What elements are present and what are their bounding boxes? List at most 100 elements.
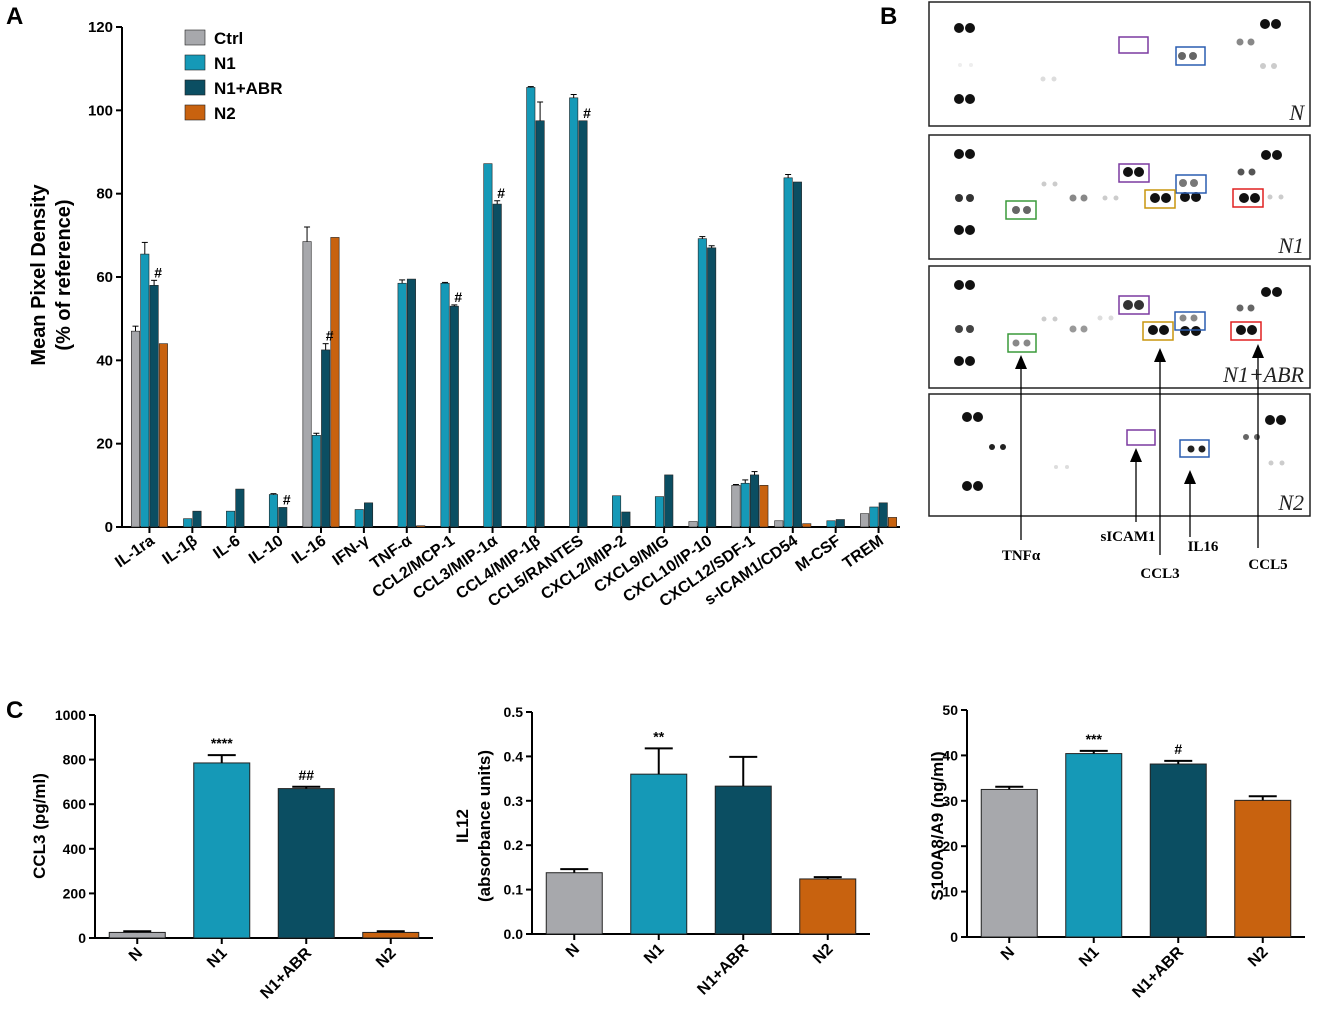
x-category-label-chartC2: N2 (810, 941, 837, 968)
blot-marker-il16 (1174, 311, 1206, 331)
bar-a-ctrl (860, 513, 870, 528)
blot-spot (1236, 304, 1244, 312)
bar-a-n1abr (535, 120, 545, 528)
blot-spot (1012, 339, 1020, 347)
bar-a-n1 (440, 282, 450, 528)
y-tick-label-chartC3: 30 (942, 793, 958, 809)
blot-spot (1040, 76, 1046, 82)
panel-label-a: A (6, 3, 23, 30)
bar-chartC2-n2 (799, 878, 857, 935)
y-tick-label-chartC2: 0.0 (504, 926, 524, 942)
chart-c-il12: IL12 (absorbance units) 0.0 0.1 0.2 0.3 0.4 0… (453, 704, 870, 998)
bar-a-n1abr (235, 488, 245, 528)
bar-a-n1 (612, 495, 622, 528)
bar-a-n1 (654, 496, 664, 528)
x-category-label-a: IL-10 (246, 532, 286, 567)
blot-spot (1052, 181, 1058, 187)
bar-chartC3-n1 (1065, 753, 1123, 938)
blot-marker-ccl3 (1142, 321, 1174, 341)
blot-spot (1023, 339, 1031, 347)
blot-spot (1178, 52, 1186, 60)
blot-marker-ccl3 (1144, 189, 1176, 209)
x-category-label-chartC1: N2 (373, 945, 400, 972)
blot-spot (1189, 52, 1197, 60)
bar-a-n1 (826, 520, 836, 528)
bar-chartC2-n1abr (714, 785, 772, 935)
blot-arrow-head (1154, 348, 1166, 362)
y-tick-label-a: 80 (96, 186, 113, 203)
y-tick-label-a: 120 (88, 19, 113, 36)
blot-spot (1052, 316, 1058, 322)
significance-mark-chartC2: ** (653, 728, 664, 744)
chart-c-s100a8a9: S100A8/A9 (ng/ml) 0 10 20 30 40 50 N *** N1 # N1+A… (928, 702, 1305, 1001)
significance-mark-a: # (454, 289, 462, 305)
bar-a-ctrl (731, 485, 741, 528)
bar-chartC3-n1abr (1149, 763, 1207, 938)
blot-panel-label: N2 (1277, 490, 1304, 515)
blot-panel-n1abr (928, 265, 1311, 389)
blot-spot (1134, 300, 1144, 310)
blot-spot (1187, 445, 1195, 453)
significance-mark-a: # (326, 328, 334, 344)
x-category-label-a: IL-1β (160, 532, 201, 568)
bar-chartC1-n (108, 931, 166, 939)
y-axis-label-c2-line1: IL12 (453, 809, 472, 843)
blot-spot (1272, 287, 1282, 297)
bar-a-n1abr (364, 502, 374, 528)
bar-a-ctrl (130, 330, 140, 528)
bar-a-n1abr (707, 247, 717, 528)
x-category-label-chartC1: N (126, 945, 146, 965)
y-tick-label-chartC1: 200 (63, 885, 87, 901)
blot-spot (1247, 304, 1255, 312)
blot-spot (1236, 38, 1244, 46)
significance-mark-chartC3: # (1174, 741, 1182, 757)
bar-chartC1-n2 (362, 931, 420, 939)
blot-spot (965, 94, 975, 104)
blot-spot (1159, 325, 1169, 335)
blot-arrow-label: IL16 (1188, 539, 1219, 555)
bar-a-ctrl (302, 241, 312, 528)
panel-label-c: C (6, 697, 23, 724)
blot-spot (954, 94, 964, 104)
blot-spot (965, 23, 975, 33)
blot-spot (1012, 206, 1020, 214)
bar-a-n2 (330, 237, 340, 528)
y-tick-label-chartC2: 0.3 (504, 793, 524, 809)
blot-marker-tnfa (1005, 200, 1037, 220)
blot-spot (1261, 287, 1271, 297)
blot-panel-n (928, 1, 1311, 127)
blot-spot (1268, 460, 1274, 466)
chart-c-ccl3: CCL3 (pg/ml) 0 200 400 600 800 1000 N **** N1 ## N… (30, 707, 433, 1002)
blot-spot (1260, 19, 1270, 29)
y-tick-label-chartC1: 0 (78, 930, 86, 946)
y-tick-label-a: 40 (96, 352, 113, 369)
blot-spot (1023, 206, 1031, 214)
bar-a-n1abr (878, 502, 888, 528)
bar-a-n1 (268, 494, 278, 528)
y-tick-label-chartC2: 0.5 (504, 704, 524, 720)
bar-a-n1abr (792, 181, 802, 528)
bar-a-n1abr (192, 510, 202, 528)
bar-a-n1abr (321, 349, 331, 528)
blot-panel-label: N1 (1277, 233, 1304, 258)
blot-spot (958, 63, 962, 67)
legend-label: N1+ABR (214, 79, 283, 98)
legend-swatch-ctrl (184, 29, 206, 46)
blot-spot (1191, 326, 1201, 336)
blot-arrow-label: CCL5 (1248, 557, 1287, 573)
blot-spot (1069, 194, 1077, 202)
blot-spot (1247, 325, 1257, 335)
blot-spot (1080, 194, 1088, 202)
blot-spot (1054, 465, 1058, 469)
bar-a-n1abr (449, 305, 459, 528)
blot-marker-il16 (1179, 439, 1210, 458)
y-tick-label-chartC3: 40 (942, 747, 958, 763)
blot-spot (1097, 315, 1103, 321)
y-tick-label-chartC2: 0.4 (504, 748, 524, 764)
bar-chartC1-n1 (193, 762, 251, 939)
blot-spot (954, 356, 964, 366)
blot-marker-sicam1 (1118, 295, 1150, 315)
y-tick-label-a: 60 (96, 269, 113, 286)
bar-a-n1abr (278, 507, 288, 528)
blot-spot (1180, 192, 1190, 202)
